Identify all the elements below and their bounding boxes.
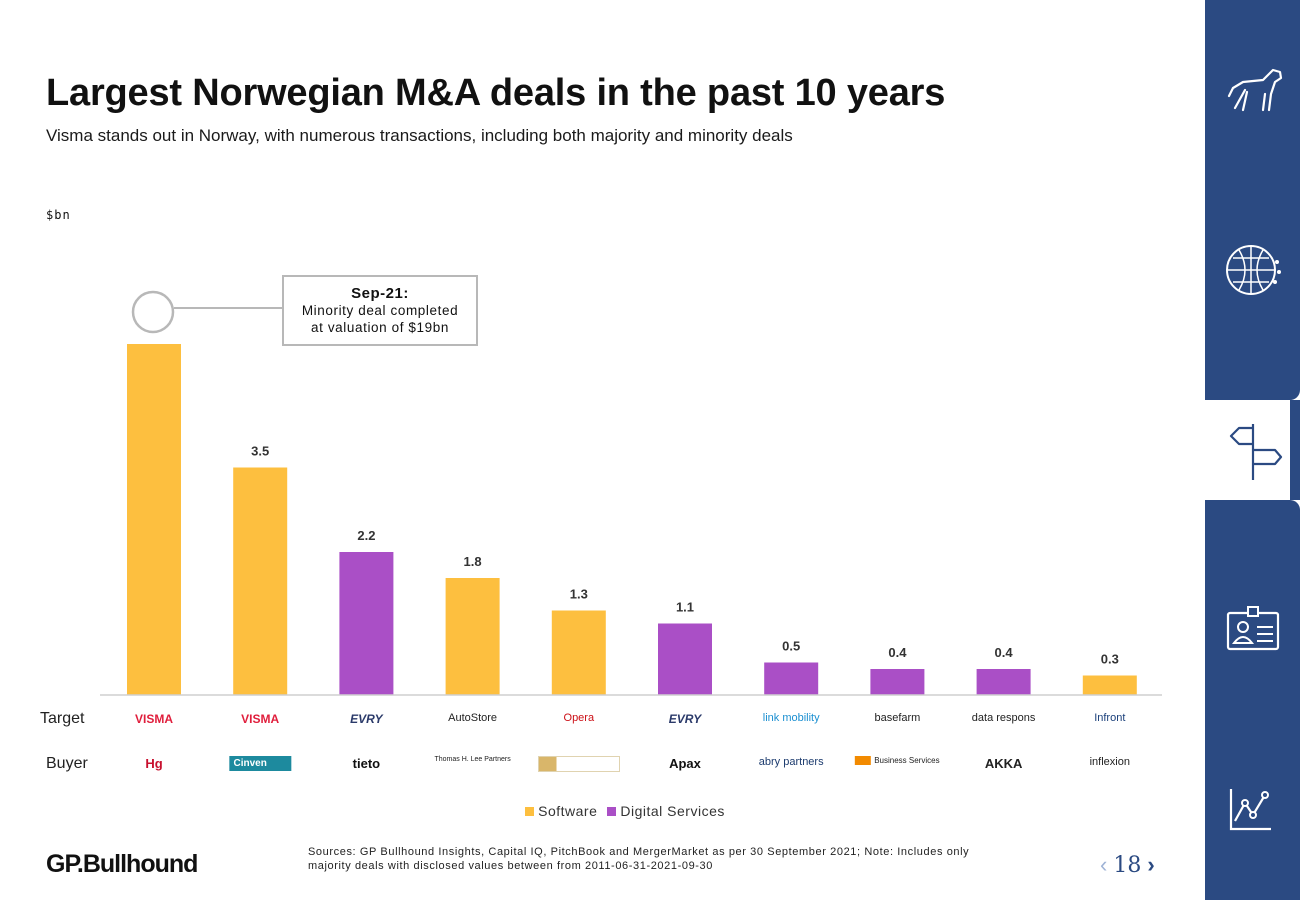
buyer-name: AKKA bbox=[984, 756, 1023, 771]
annotation-body-line1: Minority deal completed bbox=[301, 303, 459, 318]
prev-page-icon[interactable]: ‹ bbox=[1100, 852, 1108, 877]
annotation-circle bbox=[131, 290, 175, 334]
bar-5 bbox=[551, 610, 606, 695]
data-label-8: 0.4 bbox=[888, 645, 907, 660]
page-subtitle: Visma stands out in Norway, with numerou… bbox=[46, 126, 793, 145]
next-page-icon[interactable]: › bbox=[1147, 852, 1155, 877]
target-logo-3: EVRY bbox=[350, 712, 382, 726]
data-label-2: 3.5 bbox=[251, 444, 269, 459]
bar-2 bbox=[233, 467, 288, 695]
buyer-logo-9: AKKA bbox=[985, 756, 1023, 771]
buyer-logo-5 bbox=[537, 756, 620, 772]
target-name: VISMA bbox=[134, 712, 174, 726]
target-name: basefarm bbox=[874, 712, 921, 724]
annotation-callout bbox=[131, 290, 283, 334]
unit-label: $bn bbox=[46, 208, 71, 222]
buyer-logo-8: Business Services bbox=[855, 756, 940, 765]
data-label-7: 0.5 bbox=[782, 639, 800, 654]
data-label-4: 1.8 bbox=[464, 554, 482, 569]
buyer-logo-1: Hg bbox=[145, 756, 162, 771]
bar-10 bbox=[1082, 675, 1137, 695]
annotation-box: Sep-21: Minority deal completed at valua… bbox=[282, 275, 478, 346]
data-label-6: 1.1 bbox=[676, 600, 694, 615]
annotation-title: Sep-21 bbox=[351, 285, 404, 302]
buyer-name: Apax bbox=[669, 756, 701, 771]
buyer-logo-7: abry partners bbox=[759, 756, 824, 768]
sidebar-block-bottom bbox=[1205, 500, 1300, 900]
data-label-5: 1.3 bbox=[570, 587, 588, 602]
buyer-name: abry partners bbox=[758, 756, 824, 768]
data-label-9: 0.4 bbox=[995, 645, 1014, 660]
sources-line1: Sources: GP Bullhound Insights, Capital … bbox=[308, 846, 970, 858]
signpost-icon[interactable] bbox=[1225, 420, 1285, 482]
buyer-name: Thomas H. Lee Partners bbox=[434, 756, 511, 763]
legend-item-digital-services: Digital Services bbox=[607, 803, 724, 819]
target-name: AutoStore bbox=[448, 712, 498, 724]
dog-icon[interactable] bbox=[1225, 60, 1285, 116]
target-logo-5: Opera bbox=[564, 712, 595, 724]
target-name: Infront bbox=[1094, 712, 1126, 724]
buyer-logo-10: inflexion bbox=[1090, 756, 1130, 768]
data-label-10: 0.3 bbox=[1101, 652, 1119, 667]
legend-swatch-software bbox=[525, 806, 535, 816]
legend-swatch-digital-services bbox=[607, 806, 617, 816]
target-name: link mobility bbox=[762, 712, 820, 724]
sources-note: Sources: GP Bullhound Insights, Capital … bbox=[308, 845, 998, 873]
section-sidebar bbox=[1205, 0, 1300, 900]
target-logo-8: basefarm bbox=[874, 712, 920, 724]
target-logo-6: EVRY bbox=[669, 712, 701, 726]
target-logo-1: VISMA bbox=[135, 712, 173, 726]
buyer-name: Cinven bbox=[229, 756, 291, 771]
legend-item-software: Software bbox=[525, 803, 597, 819]
target-logo-9: data respons bbox=[972, 712, 1036, 724]
annotation-body-line2: at valuation of $19bn bbox=[311, 320, 449, 335]
buyer-name: Business Services bbox=[855, 756, 940, 765]
target-name: EVRY bbox=[350, 712, 383, 726]
buyer-logo-graphic bbox=[537, 756, 620, 772]
buyer-logo-6: Apax bbox=[669, 756, 701, 771]
buyer-name: inflexion bbox=[1089, 756, 1130, 768]
bar-4 bbox=[445, 578, 500, 695]
target-name: Opera bbox=[563, 712, 595, 724]
line-chart-icon[interactable] bbox=[1225, 785, 1275, 835]
legend-label-software: Software bbox=[538, 803, 598, 819]
data-label-3: 2.2 bbox=[357, 528, 375, 543]
target-row-label: Target bbox=[40, 710, 85, 727]
buyer-name: tieto bbox=[352, 756, 381, 771]
page-title: Largest Norwegian M&A deals in the past … bbox=[46, 72, 946, 114]
id-badge-icon[interactable] bbox=[1225, 605, 1283, 655]
sources-line2: majority deals with disclosed values bet… bbox=[308, 860, 713, 872]
buyer-row-label: Buyer bbox=[46, 755, 88, 772]
page-number: 18 bbox=[1113, 852, 1142, 878]
target-logo-2: VISMA bbox=[241, 712, 279, 726]
bar-8 bbox=[870, 669, 925, 695]
bar-7 bbox=[764, 662, 819, 695]
legend-label-digital-services: Digital Services bbox=[620, 803, 725, 819]
target-logo-7: link mobility bbox=[763, 712, 820, 724]
bar-9 bbox=[976, 669, 1031, 695]
buyer-logo-2: Cinven bbox=[229, 756, 291, 771]
bar-1 bbox=[127, 344, 181, 695]
buyer-logo-3: tieto bbox=[353, 756, 380, 771]
digital-globe-icon[interactable] bbox=[1225, 240, 1285, 300]
chart-legend: Software Digital Services bbox=[0, 803, 1250, 819]
bar-6 bbox=[658, 623, 712, 695]
sidebar-block-top bbox=[1205, 0, 1300, 400]
bar-chart: 5.43.52.21.81.31.10.50.40.40.3 bbox=[100, 290, 1162, 696]
target-logo-4: AutoStore bbox=[448, 712, 497, 724]
brand-logo: GP.Bullhound bbox=[46, 850, 198, 878]
sidebar-edge bbox=[1290, 400, 1300, 500]
bar-3 bbox=[339, 552, 394, 695]
buyer-logo-4: Thomas H. Lee Partners bbox=[434, 756, 510, 763]
target-name: data respons bbox=[971, 712, 1036, 724]
page-navigator: ‹ 18 › bbox=[1100, 852, 1155, 878]
target-name: VISMA bbox=[241, 712, 280, 726]
buyer-name: Hg bbox=[145, 756, 163, 771]
target-name: EVRY bbox=[668, 712, 702, 726]
target-logo-10: Infront bbox=[1094, 712, 1125, 724]
